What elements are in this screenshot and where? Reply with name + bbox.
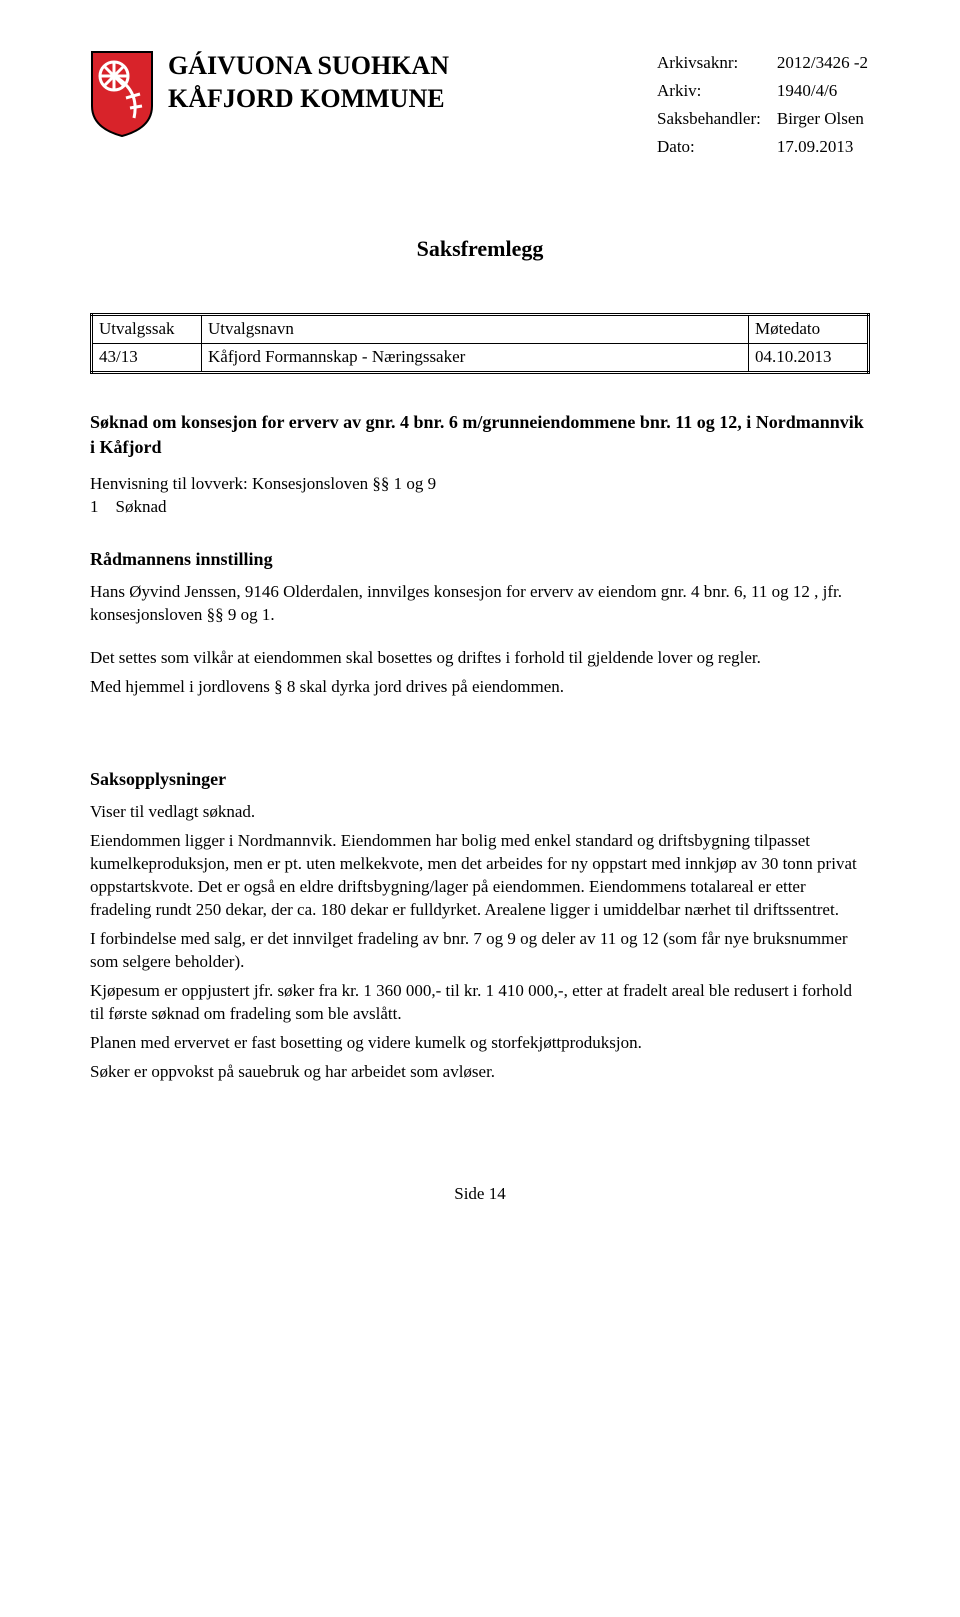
page-number: Side 14	[90, 1183, 870, 1206]
innstilling-p1: Hans Øyvind Jenssen, 9146 Olderdalen, in…	[90, 581, 870, 627]
cell-motedato: 04.10.2013	[749, 344, 869, 373]
saksopp-p6: Søker er oppvokst på sauebruk og har arb…	[90, 1061, 870, 1084]
dato-label: Dato:	[657, 136, 775, 162]
col-header-utvalgsnavn: Utvalgsnavn	[202, 315, 749, 344]
saksopplysninger-block: Saksopplysninger Viser til vedlagt søkna…	[90, 767, 870, 1084]
title-line-2: KÅFJORD KOMMUNE	[168, 83, 449, 116]
table-row: 43/13 Kåfjord Formannskap - Næringssaker…	[92, 344, 869, 373]
case-table: Utvalgssak Utvalgsnavn Møtedato 43/13 Kå…	[90, 313, 870, 374]
saksopp-p5: Planen med ervervet er fast bosetting og…	[90, 1032, 870, 1055]
application-block: Søknad om konsesjon for erverv av gnr. 4…	[90, 410, 870, 518]
cell-utvalgsnavn: Kåfjord Formannskap - Næringssaker	[202, 344, 749, 373]
saksbehandler-value: Birger Olsen	[777, 108, 868, 134]
saksopp-p1: Viser til vedlagt søknad.	[90, 801, 870, 824]
cell-utvalgssak: 43/13	[92, 344, 202, 373]
arkiv-label: Arkiv:	[657, 80, 775, 106]
table-row: Utvalgssak Utvalgsnavn Møtedato	[92, 315, 869, 344]
dato-value: 17.09.2013	[777, 136, 868, 162]
arkiv-value: 1940/4/6	[777, 80, 868, 106]
innstilling-title: Rådmannens innstilling	[90, 547, 870, 571]
innstilling-block: Rådmannens innstilling Hans Øyvind Jenss…	[90, 547, 870, 699]
saksopp-p2: Eiendommen ligger i Nordmannvik. Eiendom…	[90, 830, 870, 922]
application-title: Søknad om konsesjon for erverv av gnr. 4…	[90, 410, 870, 459]
col-header-motedato: Møtedato	[749, 315, 869, 344]
saksbehandler-label: Saksbehandler:	[657, 108, 775, 134]
arkivsaknr-value: 2012/3426 -2	[777, 52, 868, 78]
document-heading: Saksfremlegg	[90, 234, 870, 264]
municipal-crest-icon	[90, 50, 154, 138]
law-reference: Henvisning til lovverk: Konsesjonsloven …	[90, 473, 870, 496]
innstilling-p2: Det settes som vilkår at eiendommen skal…	[90, 647, 870, 670]
municipality-title: GÁIVUONA SUOHKAN KÅFJORD KOMMUNE	[168, 50, 449, 115]
attachment-line: 1 Søknad	[90, 496, 870, 519]
title-line-1: GÁIVUONA SUOHKAN	[168, 50, 449, 83]
col-header-utvalgssak: Utvalgssak	[92, 315, 202, 344]
saksopp-title: Saksopplysninger	[90, 767, 870, 791]
saksopp-p3: I forbindelse med salg, er det innvilget…	[90, 928, 870, 974]
archive-meta: Arkivsaknr: 2012/3426 -2 Arkiv: 1940/4/6…	[655, 50, 870, 164]
innstilling-p3: Med hjemmel i jordlovens § 8 skal dyrka …	[90, 676, 870, 699]
document-header: GÁIVUONA SUOHKAN KÅFJORD KOMMUNE Arkivsa…	[90, 50, 870, 164]
arkivsaknr-label: Arkivsaknr:	[657, 52, 775, 78]
saksopp-p4: Kjøpesum er oppjustert jfr. søker fra kr…	[90, 980, 870, 1026]
